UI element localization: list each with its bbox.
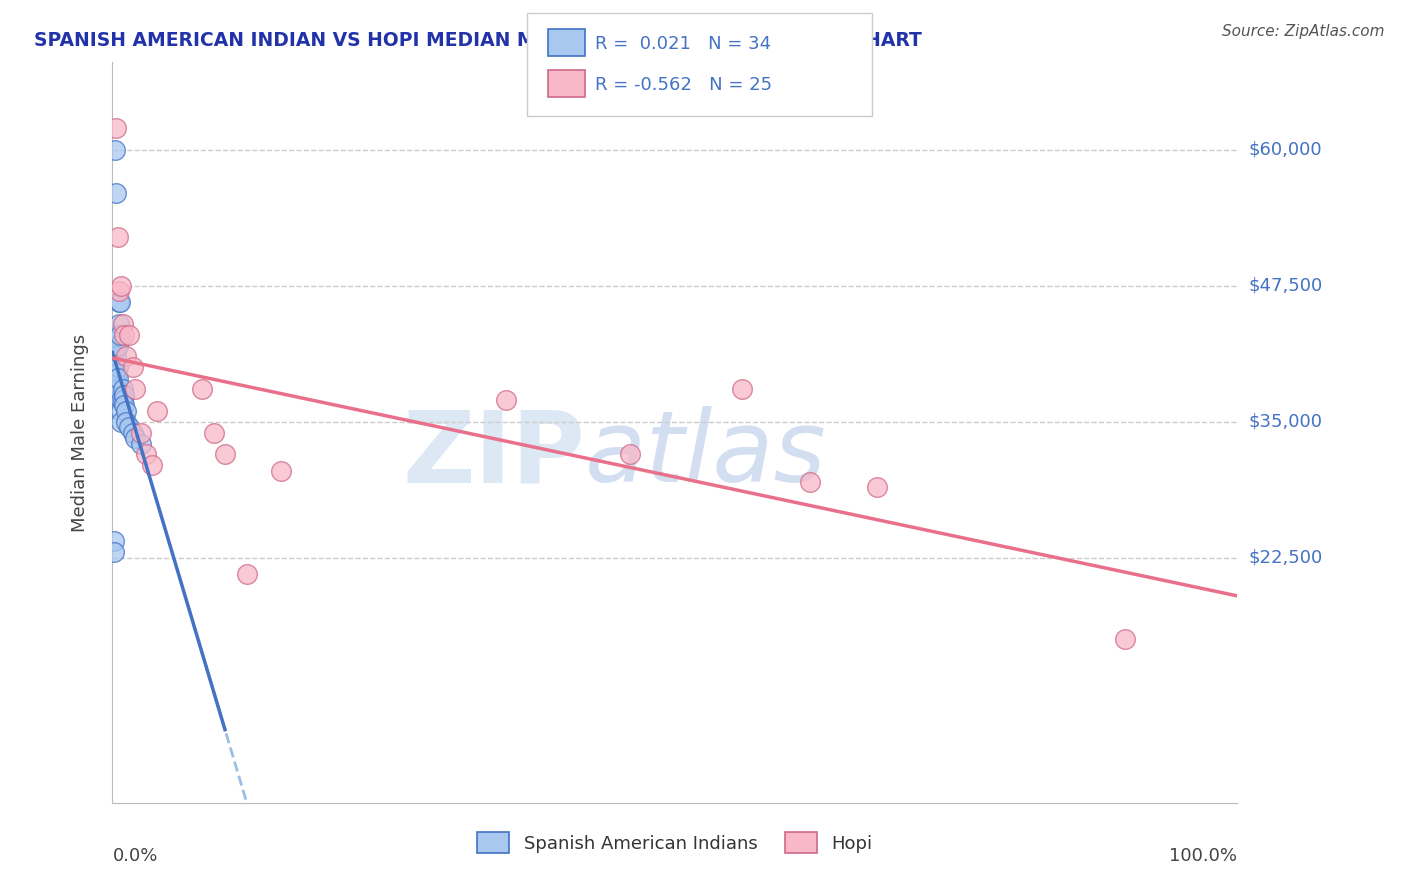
Point (118, 327, 141, 342)
Point (112, 387, 135, 401)
Point (110, 392, 132, 407)
Point (110, 415, 132, 429)
Point (104, 327, 127, 342)
Point (107, 360, 129, 375)
Point (141, 458, 163, 473)
Point (105, 366, 128, 380)
Point (104, 382, 127, 396)
Legend: Spanish American Indians, Hopi: Spanish American Indians, Hopi (470, 825, 880, 861)
Y-axis label: Median Male Earnings: Median Male Earnings (70, 334, 89, 532)
Point (110, 278, 132, 293)
Point (866, 480, 889, 494)
Point (107, 338, 129, 352)
Point (104, 387, 127, 401)
Text: atlas: atlas (585, 407, 827, 503)
Point (121, 425, 143, 440)
Point (202, 425, 225, 440)
Point (799, 475, 821, 489)
Point (104, 186, 127, 200)
Point (118, 420, 141, 434)
Text: Source: ZipAtlas.com: Source: ZipAtlas.com (1222, 24, 1385, 39)
Text: R = -0.562   N = 25: R = -0.562 N = 25 (595, 76, 772, 94)
Point (619, 447, 641, 461)
Point (731, 382, 754, 396)
Point (110, 327, 132, 342)
Point (191, 382, 214, 396)
Point (129, 436, 152, 450)
Point (108, 317, 131, 331)
Point (112, 327, 135, 342)
Text: 0.0%: 0.0% (112, 847, 157, 865)
Point (115, 404, 138, 418)
Point (108, 295, 131, 310)
Point (146, 404, 169, 418)
Text: $35,000: $35,000 (1249, 413, 1323, 431)
Point (112, 398, 135, 412)
Text: ZIP: ZIP (402, 407, 585, 503)
Text: $47,500: $47,500 (1249, 277, 1323, 294)
Point (110, 295, 132, 310)
Point (108, 284, 131, 298)
Point (104, 143, 127, 157)
Point (124, 431, 146, 445)
Point (107, 229, 129, 244)
Point (104, 360, 127, 375)
Point (121, 360, 143, 375)
Point (214, 447, 236, 461)
Text: R =  0.021   N = 34: R = 0.021 N = 34 (595, 35, 770, 53)
Point (495, 392, 517, 407)
Point (104, 120, 127, 135)
Text: $22,500: $22,500 (1249, 549, 1323, 566)
Text: SPANISH AMERICAN INDIAN VS HOPI MEDIAN MALE EARNINGS CORRELATION CHART: SPANISH AMERICAN INDIAN VS HOPI MEDIAN M… (34, 30, 921, 50)
Point (111, 317, 134, 331)
Point (103, 534, 125, 549)
Point (236, 567, 259, 582)
Text: 100.0%: 100.0% (1170, 847, 1237, 865)
Point (107, 371, 129, 385)
Point (110, 404, 132, 418)
Point (104, 371, 127, 385)
Point (115, 415, 138, 429)
Point (111, 392, 134, 407)
Text: $60,000: $60,000 (1249, 141, 1322, 159)
Point (105, 376, 128, 391)
Point (135, 447, 157, 461)
Point (104, 350, 127, 364)
Point (129, 425, 152, 440)
Point (111, 382, 134, 396)
Point (124, 382, 146, 396)
Point (105, 382, 128, 396)
Point (103, 545, 125, 559)
Point (270, 464, 292, 478)
Point (104, 338, 127, 352)
Point (115, 350, 138, 364)
Point (1114, 632, 1136, 647)
